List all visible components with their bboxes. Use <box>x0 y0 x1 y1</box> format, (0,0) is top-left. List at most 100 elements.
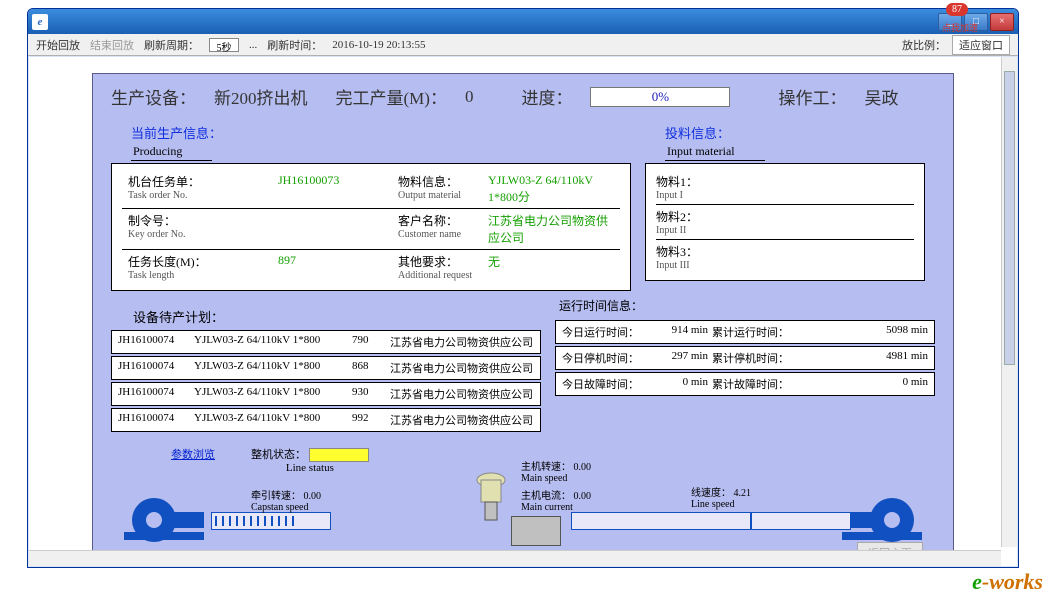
runtime-value: 4981 <box>886 350 908 362</box>
input-material-panel: 物料1：Input I 物料2：Input II 物料3：Input III <box>645 163 925 281</box>
output-value: 0 <box>465 87 474 107</box>
material-value: YJLW03-Z 64/110kV 1*800分 <box>488 173 593 204</box>
progress-label: 进度： <box>521 84 572 109</box>
material-label-en: Output material <box>398 190 476 201</box>
plan-customer: 江苏省电力公司物资供应公司 <box>390 386 533 402</box>
start-playback-button[interactable]: 开始回放 <box>36 37 80 53</box>
vertical-scrollbar[interactable] <box>1001 57 1017 547</box>
line-status-label: 整机状态： <box>251 449 306 461</box>
capstan-speed-metric: 牵引转速： 0.00 Capstan speed <box>251 487 321 513</box>
customer-label: 客户名称： <box>398 212 476 229</box>
material-label: 物料信息： <box>398 173 476 190</box>
unit: min <box>691 376 708 388</box>
plan-order: JH16100074 <box>118 360 186 376</box>
input-subtitle: Input material <box>665 144 765 161</box>
runtime-title: 运行时间信息： <box>559 297 935 314</box>
producing-subtitle: Producing <box>131 144 212 161</box>
metric-en: Capstan speed <box>251 502 309 513</box>
pending-plan-table: JH16100074 YJLW03-Z 64/110kV 1*800 790 江… <box>111 330 541 432</box>
line-status-indicator <box>309 448 369 462</box>
metric-value: 0.00 <box>304 491 322 502</box>
plan-customer: 江苏省电力公司物资供应公司 <box>390 334 533 350</box>
plan-qty: 930 <box>352 386 382 402</box>
customer-label-en: Customer name <box>398 229 476 240</box>
plan-qty: 868 <box>352 360 382 376</box>
additional-value: 无 <box>488 255 500 269</box>
producing-panel: 机台任务单： Task order No. JH16100073 物料信息： O… <box>111 163 631 291</box>
unit: min <box>911 324 928 336</box>
table-row: JH16100074 YJLW03-Z 64/110kV 1*800 992 江… <box>111 408 541 432</box>
metric-value: 0.00 <box>574 491 592 502</box>
producing-title: 当前生产信息： <box>131 123 631 142</box>
main-speed-metric: 主机转速： 0.00 Main speed <box>521 458 591 484</box>
runtime-value: 0 <box>683 376 689 388</box>
keyorder-label: 制令号： <box>128 212 266 229</box>
metric-en: Line speed <box>691 499 735 510</box>
refresh-time-label: 刷新时间： <box>267 37 322 53</box>
param-view-link[interactable]: 参数浏览 <box>171 446 215 462</box>
runtime-label: 累计停机时间： <box>712 350 802 366</box>
runtime-label: 今日运行时间： <box>562 324 642 340</box>
equipment-value: 新200挤出机 <box>214 84 308 109</box>
plan-qty: 992 <box>352 412 382 428</box>
table-row: JH16100074 YJLW03-Z 64/110kV 1*800 930 江… <box>111 382 541 406</box>
metric-label: 牵引转速： <box>251 491 301 502</box>
plan-spec: YJLW03-Z 64/110kV 1*800 <box>194 386 344 402</box>
tasklen-label: 任务长度(M)： <box>128 253 266 270</box>
customer-value: 江苏省电力公司物资供应公司 <box>488 214 608 245</box>
horizontal-scrollbar[interactable] <box>29 550 1001 566</box>
app-window: 87 点我加速 e _ □ × 开始回放 结束回放 刷新周期： 5秒 ... 刷… <box>27 8 1019 568</box>
runtime-label: 今日故障时间： <box>562 376 642 392</box>
more-button[interactable]: ... <box>249 39 257 51</box>
metric-value: 4.21 <box>734 488 752 499</box>
scrollbar-thumb[interactable] <box>1004 71 1015 365</box>
input1-en: Input I <box>656 190 914 201</box>
unit: min <box>911 376 928 388</box>
input2-label: 物料2： <box>656 208 914 225</box>
refresh-period-select[interactable]: 5秒 <box>209 38 239 52</box>
dashboard-canvas: 生产设备： 新200挤出机 完工产量(M)： 0 进度： 0% 操作工： 吴政 … <box>92 73 954 566</box>
additional-label-en: Additional request <box>398 270 476 281</box>
runtime-label: 今日停机时间： <box>562 350 642 366</box>
tasklen-value: 897 <box>278 253 296 267</box>
metric-label: 主机电流： <box>521 491 571 502</box>
progress-bar: 0% <box>590 87 730 107</box>
accelerator-badge[interactable]: 87 <box>946 3 968 16</box>
plan-customer: 江苏省电力公司物资供应公司 <box>390 412 533 428</box>
extruder-icon <box>471 472 511 522</box>
equipment-label: 生产设备： <box>111 84 196 109</box>
plan-order: JH16100074 <box>118 334 186 350</box>
runtime-label: 累计运行时间： <box>712 324 802 340</box>
metric-en: Main current <box>521 502 573 513</box>
runtime-value: 5098 <box>886 324 908 336</box>
watermark: e-works <box>972 569 1043 595</box>
plan-spec: YJLW03-Z 64/110kV 1*800 <box>194 334 344 350</box>
payoff-machine-icon <box>119 492 209 552</box>
task-order-label-en: Task order No. <box>128 190 266 201</box>
runtime-row: 今日停机时间： 297 min 累计停机时间： 4981 min <box>555 346 935 370</box>
pending-plan-title: 设备待产计划： <box>133 307 541 326</box>
fit-window-select[interactable]: 适应窗口 <box>952 35 1010 55</box>
titlebar: e _ □ × <box>28 9 1018 34</box>
conveyor-dots <box>211 514 331 528</box>
metric-label: 线速度： <box>691 488 731 499</box>
runtime-row: 今日运行时间： 914 min 累计运行时间： 5098 min <box>555 320 935 344</box>
table-row: JH16100074 YJLW03-Z 64/110kV 1*800 790 江… <box>111 330 541 354</box>
runtime-panel: 运行时间信息： 今日运行时间： 914 min 累计运行时间： 5098 min… <box>555 297 935 434</box>
close-button[interactable]: × <box>990 13 1014 31</box>
conveyor-far-right <box>751 512 851 530</box>
task-order-label: 机台任务单： <box>128 173 266 190</box>
runtime-label: 累计故障时间： <box>712 376 802 392</box>
machine-diagram: 参数浏览 整机状态： Line status <box>111 442 935 562</box>
content-area: 生产设备： 新200挤出机 完工产量(M)： 0 进度： 0% 操作工： 吴政 … <box>29 57 1017 566</box>
refresh-time-value: 2016-10-19 20:13:55 <box>332 39 425 51</box>
runtime-value: 0 <box>903 376 909 388</box>
task-order-value: JH16100073 <box>278 173 339 187</box>
runtime-value: 914 <box>672 324 689 336</box>
plan-spec: YJLW03-Z 64/110kV 1*800 <box>194 412 344 428</box>
toolbar: 开始回放 结束回放 刷新周期： 5秒 ... 刷新时间： 2016-10-19 … <box>28 34 1018 56</box>
plan-qty: 790 <box>352 334 382 350</box>
input3-en: Input III <box>656 260 914 271</box>
metric-label: 主机转速： <box>521 462 571 473</box>
accelerator-label[interactable]: 点我加速 <box>942 21 978 34</box>
